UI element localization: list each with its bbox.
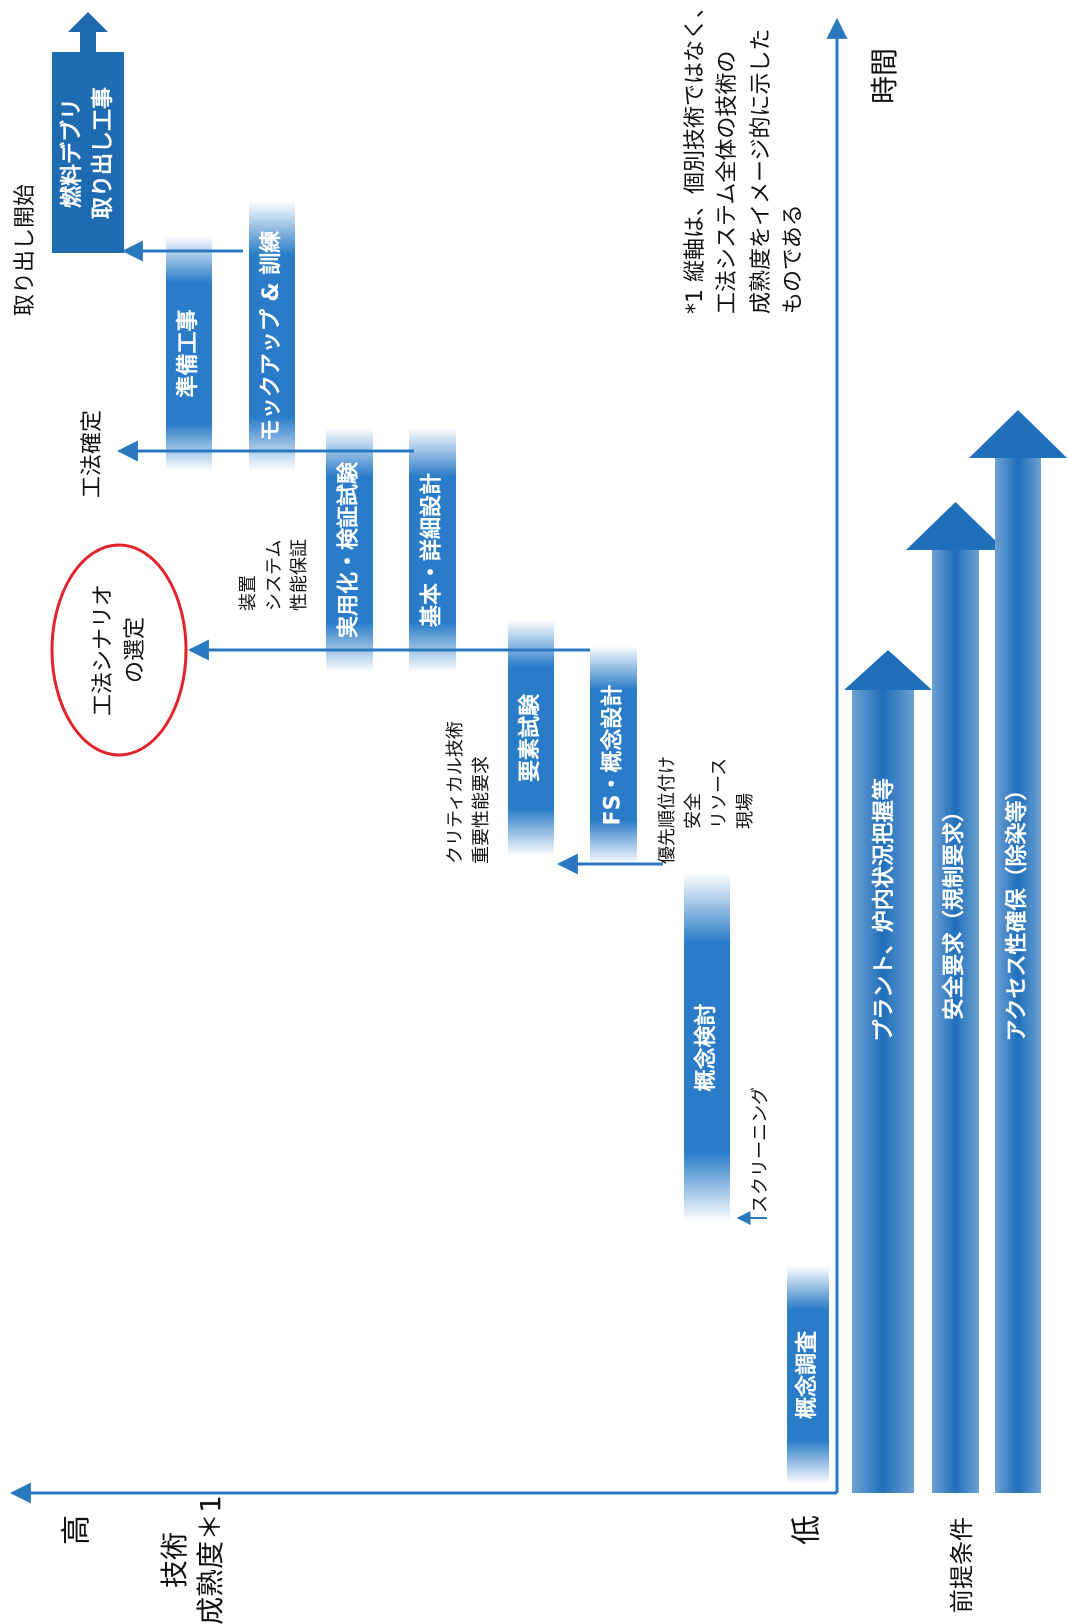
- prerequisites-title: 前提条件: [948, 1517, 976, 1613]
- stage-label: 概念検討: [693, 1003, 719, 1091]
- final-stage-label: 燃料デブリ: [59, 98, 85, 208]
- stage-box: [326, 428, 373, 672]
- annotation: 重要性能要求: [471, 756, 492, 864]
- stage-label: 要素試験: [517, 693, 543, 782]
- arrow-shade: [932, 550, 979, 1493]
- axis-low: 低: [790, 1515, 825, 1545]
- axis-title: 成熟度＊1: [194, 1495, 227, 1624]
- final-stage-label: 取り出し工事: [90, 87, 116, 219]
- milestone-label: 取り出し開始: [13, 184, 38, 316]
- axis-high: 高: [60, 1515, 95, 1545]
- annotation: リソース: [709, 758, 730, 829]
- annotation: スクリーニング: [750, 1087, 771, 1213]
- note-line: ものである: [781, 204, 806, 314]
- final-stage-box: [52, 52, 124, 253]
- prerequisite-label: アクセス性確保（除染等）: [1004, 779, 1030, 1042]
- stage-box: [409, 428, 456, 672]
- stage-label: FS・概念設計: [600, 685, 626, 826]
- stage-box: [590, 646, 637, 864]
- stage-box: [787, 1266, 829, 1484]
- stage-box: [508, 620, 554, 856]
- annotation: 現場: [735, 793, 756, 829]
- annotation: クリティカル技術: [445, 721, 466, 864]
- stage-box: [684, 873, 730, 1222]
- stage-label: 基本・詳細設計: [419, 473, 445, 627]
- stage-label: 準備工事: [175, 309, 201, 397]
- annotation: 装置: [238, 575, 259, 611]
- prerequisite-label: 安全要求（規制要求）: [941, 800, 967, 1020]
- axis-title: 技術: [158, 1532, 191, 1588]
- annotation: 安全: [683, 793, 704, 829]
- scenario-ellipse: [50, 543, 188, 757]
- prerequisite-label: プラント、炉内状況把握等: [871, 778, 897, 1042]
- time-label: 時間: [868, 48, 901, 104]
- stage-box: [166, 236, 212, 471]
- annotation: 優先順位付け: [657, 756, 678, 864]
- stage-label: 概念調査: [794, 1330, 820, 1419]
- milestone-label: の選定: [123, 617, 148, 683]
- milestone-label: 工法確定: [80, 410, 105, 498]
- note-line: 工法システム全体の技術の: [715, 51, 740, 314]
- stage-label: モックアップ & 訓練: [258, 231, 284, 442]
- stage-label: 実用化・検証試験: [336, 461, 362, 638]
- annotation: システム: [264, 540, 285, 611]
- milestone-label: 工法シナリオ: [91, 584, 116, 716]
- annotation: 性能保証: [289, 539, 310, 611]
- arrow-shade: [852, 690, 914, 1493]
- up-arrow: [68, 12, 108, 52]
- layer: 高技術 成熟度＊1 低 前提条件 時間 *1 縦軸は、個別技術ではなく、 工法システム全体の…: [9, 0, 1067, 1624]
- arrow-shade: [995, 458, 1041, 1493]
- note-line: *1 縦軸は、個別技術ではなく、: [683, 0, 708, 314]
- stage-box: [249, 201, 295, 471]
- note-line: 成熟度をイメージ的に示した: [749, 28, 774, 314]
